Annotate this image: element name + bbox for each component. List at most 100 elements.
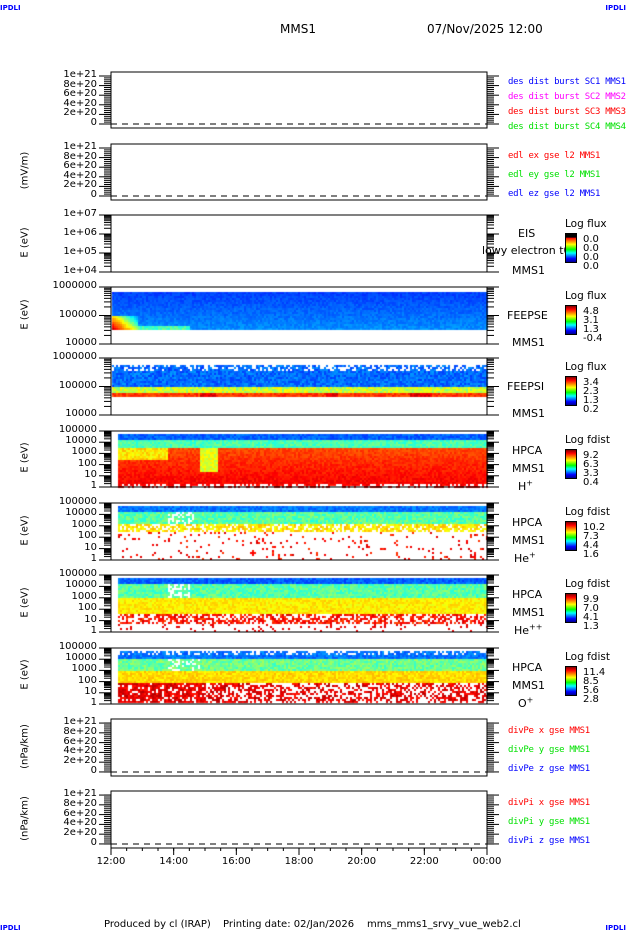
time-tick-label: 22:00 [409, 856, 439, 867]
tick-label: 1000000 [52, 280, 97, 291]
panel-frame [110, 647, 488, 705]
tick-label: 1e+21 [63, 140, 97, 152]
colorbar-label: 4.1 [583, 612, 599, 623]
colorbar-label: 7.3 [583, 531, 599, 542]
tick-label: 1 [90, 697, 97, 708]
colorbar [565, 449, 577, 479]
panel-frame [110, 286, 488, 345]
panel-frame [110, 502, 488, 561]
instrument-sublabel: lowy electron t0 [482, 244, 571, 257]
colorbar-label: 6.3 [583, 459, 599, 470]
tick-label: 0 [90, 189, 97, 200]
tick-label: 2e+20 [63, 179, 97, 191]
colorbar-label: 0.4 [583, 477, 599, 488]
colorbar-title: Log flux [565, 361, 607, 373]
y-axis-label: E (eV) [19, 659, 31, 690]
instrument-label: HPCA [512, 588, 543, 601]
colorbar-title: Log fdist [565, 506, 610, 518]
colorbar [565, 305, 577, 335]
tick-label: 8e+20 [63, 78, 97, 90]
time-tick-label: 20:00 [347, 856, 377, 867]
species-label: H+ [518, 479, 533, 493]
footer-produced: Produced by cl (IRAP) [104, 919, 211, 930]
species-charge: + [529, 550, 536, 560]
panel-frame [110, 430, 488, 488]
colorbar-label: 1.3 [583, 621, 599, 632]
tick-label: 1e+04 [63, 265, 97, 276]
instrument-label: EIS [518, 227, 536, 240]
spacecraft-label: MMS1 [512, 606, 545, 619]
tick-label: 100 [77, 674, 97, 686]
tick-label: 2e+20 [63, 827, 97, 839]
corner-label-bottom-left: IPDLI [0, 924, 21, 932]
colorbar-label: 0.2 [583, 404, 599, 415]
tick-label: 10000 [65, 435, 97, 447]
tick-label: 4e+20 [63, 817, 97, 829]
legend-entry: des dist burst SC4 MMS4 [508, 122, 626, 132]
tick-label: 1 [90, 553, 97, 564]
instrument-label: FEEPSE [507, 309, 548, 322]
spacecraft-label: MMS1 [512, 407, 545, 420]
corner-label-top-right: IPDLI [605, 4, 626, 12]
colorbar-title: Log flux [565, 290, 607, 302]
tick-label: 100000 [58, 641, 97, 652]
colorbar-label: 7.0 [583, 603, 599, 614]
colorbar-label: 10.2 [583, 522, 606, 533]
y-axis-label: (mV/m) [19, 151, 31, 190]
time-tick-label: 00:00 [472, 856, 502, 867]
tick-label: 100 [77, 602, 97, 614]
tick-label: 2e+20 [63, 107, 97, 119]
spacecraft-label: MMS1 [512, 462, 545, 475]
colorbar-title: Log fdist [565, 434, 610, 446]
y-axis-label: E (eV) [19, 586, 31, 618]
y-axis-label: (nPa/km) [19, 723, 31, 769]
tick-label: 1e+21 [63, 788, 97, 800]
corner-label-bottom-right: IPDLI [605, 924, 626, 932]
colorbar-label: 0.0 [583, 243, 599, 254]
legend-entry: divPe y gse MMS1 [508, 745, 590, 755]
tick-label: 8e+20 [63, 725, 97, 737]
colorbar-label: 0.0 [583, 234, 599, 245]
colorbar-label: 8.5 [583, 676, 599, 687]
legend-entry: edl ez gse l2 MMS1 [508, 189, 601, 199]
species-name: He [514, 624, 530, 637]
panel-frame [110, 574, 488, 633]
legend-entry: edl ey gse l2 MMS1 [508, 170, 601, 180]
instrument-label: HPCA [512, 661, 543, 674]
tick-label: 10 [84, 541, 97, 553]
instrument-label: FEEPSI [507, 380, 545, 393]
footer-script: mms_mms1_srvy_vue_web2.cl [367, 919, 521, 930]
panel-frame [110, 143, 488, 201]
tick-label: 100000 [58, 379, 97, 391]
plot-datetime: 07/Nov/2025 12:00 [427, 22, 543, 36]
plot-title: MMS1 [280, 22, 316, 36]
tick-label: 4e+20 [63, 97, 97, 109]
colorbar [565, 521, 577, 551]
tick-label: 0 [90, 836, 97, 848]
tick-label: 10 [84, 685, 97, 697]
panel-frame [110, 71, 488, 129]
tick-label: 1e+05 [63, 246, 97, 257]
tick-label: 6e+20 [63, 807, 97, 819]
y-axis-label: E (eV) [19, 442, 31, 473]
tick-label: 1000 [71, 590, 97, 602]
tick-label: 0 [90, 764, 97, 776]
colorbar [565, 666, 577, 696]
colorbar-label: 1.6 [583, 549, 599, 560]
time-tick-label: 16:00 [221, 856, 251, 867]
tick-label: 6e+20 [63, 735, 97, 747]
tick-label: 1e+06 [63, 227, 97, 238]
tick-label: 1 [90, 625, 97, 636]
colorbar-label: 3.3 [583, 468, 599, 479]
panel-frame [110, 790, 488, 849]
spacecraft-label: MMS1 [512, 679, 545, 692]
tick-label: 8e+20 [63, 797, 97, 809]
y-axis-label: E (eV) [19, 226, 31, 258]
colorbar-label: 4.4 [583, 540, 599, 551]
species-name: H [518, 480, 527, 493]
tick-label: 100000 [58, 496, 97, 507]
legend-entry: divPi y gse MMS1 [508, 817, 590, 827]
tick-label: 2e+20 [63, 755, 97, 767]
